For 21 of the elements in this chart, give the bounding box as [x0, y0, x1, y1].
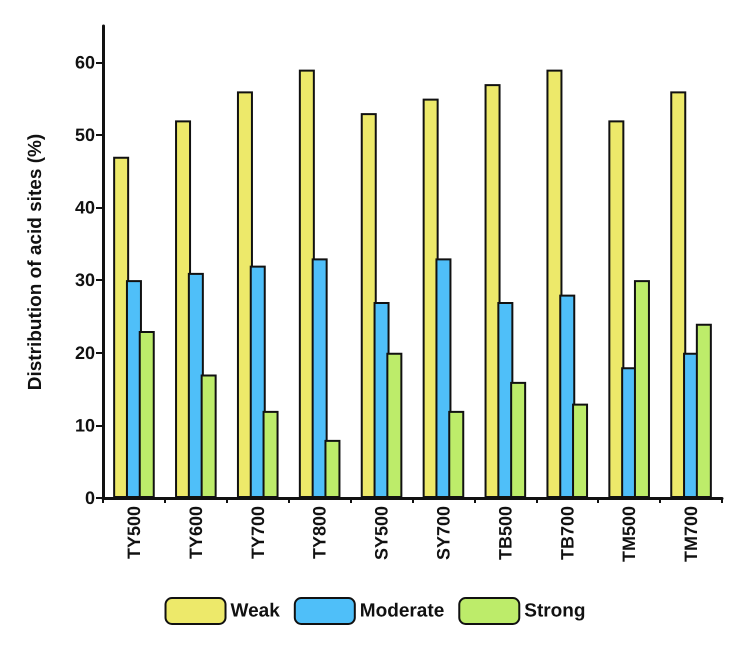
y-tick-label: 50 [74, 124, 95, 145]
y-tick-label: 60 [74, 52, 95, 72]
x-tick-label: TM700 [681, 506, 702, 562]
y-tick-label: 30 [74, 270, 95, 290]
y-tick-label: 0 [84, 488, 95, 508]
x-tick-label: TB700 [557, 506, 578, 560]
y-tick-label: 10 [74, 415, 95, 436]
legend-label: Weak [230, 600, 280, 622]
x-tick-label: TM500 [619, 506, 640, 562]
legend-label: Strong [524, 600, 586, 622]
y-tick-label: 20 [74, 342, 95, 363]
x-tick-label: TY600 [186, 506, 206, 560]
y-tick-label: 40 [74, 198, 95, 218]
y-axis-title: Distribution of acid sites (%) [25, 134, 46, 390]
x-tick-label: SY500 [372, 506, 392, 560]
x-tick-label: SY700 [433, 506, 454, 560]
x-tick-label: TY800 [310, 506, 330, 560]
x-tick-label: TB500 [495, 506, 516, 560]
legend-label: Moderate [360, 600, 444, 622]
x-tick-label: TY500 [124, 506, 144, 560]
x-tick-label: TY700 [248, 506, 268, 560]
